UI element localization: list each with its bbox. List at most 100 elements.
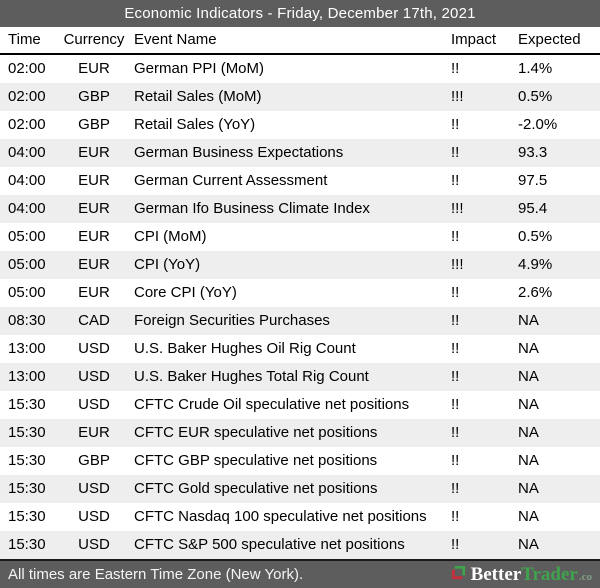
event-impact: !! (451, 312, 460, 329)
event-expected: NA (518, 480, 539, 497)
table-row: 15:30 USD CFTC S&P 500 speculative net p… (0, 531, 600, 559)
event-expected: NA (518, 424, 539, 441)
event-name: CFTC Nasdaq 100 speculative net position… (134, 508, 427, 525)
event-currency: USD (78, 508, 110, 525)
event-name: CFTC Crude Oil speculative net positions (134, 396, 410, 413)
title-bar: Economic Indicators - Friday, December 1… (0, 0, 600, 27)
table-row: 05:00 EUR CPI (MoM) !! 0.5% (0, 223, 600, 251)
event-time: 02:00 (8, 88, 46, 105)
event-impact: !!! (451, 256, 464, 273)
event-impact: !!! (451, 88, 464, 105)
table-row: 04:00 EUR German Ifo Business Climate In… (0, 195, 600, 223)
table-row: 05:00 EUR Core CPI (YoY) !! 2.6% (0, 279, 600, 307)
bettertrader-brackets-icon (451, 565, 466, 584)
event-currency: CAD (78, 312, 110, 329)
event-expected: NA (518, 508, 539, 525)
event-time: 13:00 (8, 340, 46, 357)
event-impact: !! (451, 536, 460, 553)
event-name: CPI (MoM) (134, 228, 207, 245)
event-name: U.S. Baker Hughes Oil Rig Count (134, 340, 356, 357)
event-name: Retail Sales (YoY) (134, 116, 256, 133)
event-time: 15:30 (8, 396, 46, 413)
event-expected: 2.6% (518, 284, 553, 301)
event-time: 13:00 (8, 368, 46, 385)
event-expected: NA (518, 452, 539, 469)
event-name: Core CPI (YoY) (134, 284, 237, 301)
event-time: 05:00 (8, 228, 46, 245)
table-row: 15:30 USD CFTC Nasdaq 100 speculative ne… (0, 503, 600, 531)
event-impact: !! (451, 172, 460, 189)
event-expected: NA (518, 312, 539, 329)
event-time: 04:00 (8, 144, 46, 161)
event-impact: !! (451, 144, 460, 161)
event-expected: 4.9% (518, 256, 553, 273)
event-name: U.S. Baker Hughes Total Rig Count (134, 368, 369, 385)
table-header: Time Currency Event Name Impact Expected (0, 27, 600, 55)
event-time: 05:00 (8, 284, 46, 301)
event-expected: 0.5% (518, 88, 553, 105)
event-expected: NA (518, 536, 539, 553)
table-row: 02:00 GBP Retail Sales (MoM) !!! 0.5% (0, 83, 600, 111)
event-currency: GBP (78, 88, 110, 105)
brand-co-suffix: .co (578, 571, 592, 583)
event-name: CFTC GBP speculative net positions (134, 452, 378, 469)
event-time: 15:30 (8, 424, 46, 441)
event-time: 15:30 (8, 536, 46, 553)
event-time: 04:00 (8, 172, 46, 189)
page-title: Economic Indicators - Friday, December 1… (124, 5, 476, 22)
event-name: CPI (YoY) (134, 256, 201, 273)
event-currency: GBP (78, 116, 110, 133)
event-expected: 97.5 (518, 172, 548, 189)
event-impact: !! (451, 228, 460, 245)
table-row: 02:00 GBP Retail Sales (YoY) !! -2.0% (0, 111, 600, 139)
column-header-currency: Currency (56, 27, 132, 55)
event-impact: !! (451, 424, 460, 441)
event-name: German PPI (MoM) (134, 60, 265, 77)
event-currency: USD (78, 396, 110, 413)
event-name: Foreign Securities Purchases (134, 312, 330, 329)
event-currency: EUR (78, 60, 110, 77)
event-expected: 95.4 (518, 200, 548, 217)
event-expected: 1.4% (518, 60, 553, 77)
event-impact: !! (451, 368, 460, 385)
bettertrader-logo[interactable]: Better Trader .co (451, 565, 592, 584)
event-time: 02:00 (8, 116, 46, 133)
table-row: 15:30 USD CFTC Crude Oil speculative net… (0, 391, 600, 419)
event-currency: USD (78, 340, 110, 357)
event-name: CFTC EUR speculative net positions (134, 424, 378, 441)
event-time: 05:00 (8, 256, 46, 273)
table-row: 15:30 USD CFTC Gold speculative net posi… (0, 475, 600, 503)
brand-trader-text: Trader (521, 564, 578, 585)
event-impact: !! (451, 396, 460, 413)
event-expected: 93.3 (518, 144, 548, 161)
table-row: 13:00 USD U.S. Baker Hughes Oil Rig Coun… (0, 335, 600, 363)
event-time: 15:30 (8, 508, 46, 525)
event-currency: GBP (78, 452, 110, 469)
event-time: 15:30 (8, 452, 46, 469)
event-currency: EUR (78, 424, 110, 441)
event-impact: !! (451, 116, 460, 133)
event-expected: -2.0% (518, 116, 558, 133)
event-currency: EUR (78, 200, 110, 217)
event-time: 15:30 (8, 480, 46, 497)
table-header-row: Time Currency Event Name Impact Expected (0, 27, 600, 55)
event-impact: !! (451, 480, 460, 497)
event-impact: !! (451, 508, 460, 525)
event-name: CFTC Gold speculative net positions (134, 480, 378, 497)
event-name: CFTC S&P 500 speculative net positions (134, 536, 405, 553)
event-name: German Ifo Business Climate Index (134, 200, 370, 217)
event-time: 04:00 (8, 200, 46, 217)
footer-bar: All times are Eastern Time Zone (New Yor… (0, 559, 600, 588)
column-header-impact: Impact (448, 27, 514, 55)
brand-better-text: Better (470, 564, 522, 585)
timezone-note: All times are Eastern Time Zone (New Yor… (8, 566, 304, 583)
event-currency: EUR (78, 284, 110, 301)
event-impact: !!! (451, 200, 464, 217)
event-currency: USD (78, 480, 110, 497)
event-currency: EUR (78, 228, 110, 245)
table-row: 13:00 USD U.S. Baker Hughes Total Rig Co… (0, 363, 600, 391)
event-currency: EUR (78, 256, 110, 273)
event-time: 08:30 (8, 312, 46, 329)
column-header-time: Time (0, 27, 56, 55)
